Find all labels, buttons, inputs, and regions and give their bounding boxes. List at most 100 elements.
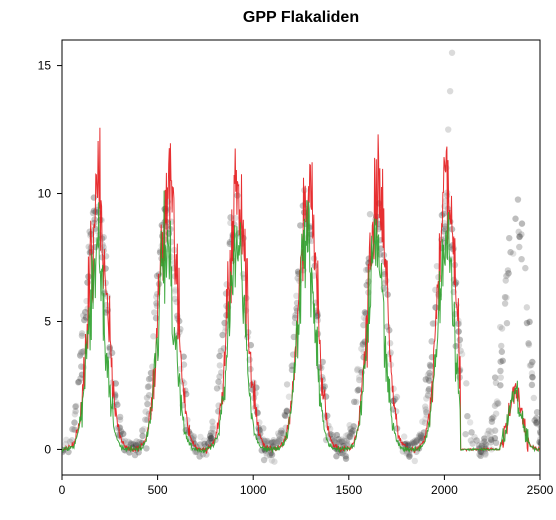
scatter-point bbox=[269, 457, 275, 463]
scatter-point bbox=[339, 436, 345, 442]
scatter-point bbox=[79, 330, 85, 336]
scatter-outlier bbox=[447, 88, 453, 94]
scatter-point bbox=[497, 368, 503, 374]
scatter-outlier bbox=[449, 50, 455, 56]
scatter-point bbox=[139, 433, 145, 439]
x-tick-label: 2000 bbox=[431, 483, 458, 497]
scatter-point bbox=[387, 340, 393, 346]
scatter-point bbox=[284, 408, 290, 414]
scatter-point bbox=[117, 414, 123, 420]
scatter-point bbox=[463, 380, 469, 386]
scatter-point bbox=[217, 362, 223, 368]
scatter-point bbox=[498, 343, 504, 349]
scatter-point bbox=[512, 216, 518, 222]
scatter-point bbox=[427, 362, 433, 368]
scatter-point bbox=[334, 432, 340, 438]
scatter-point bbox=[489, 415, 495, 421]
y-tick-label: 0 bbox=[44, 442, 51, 456]
scatter-point bbox=[500, 358, 506, 364]
scatter-point bbox=[499, 349, 505, 355]
scatter-point bbox=[144, 401, 150, 407]
scatter-point bbox=[232, 215, 238, 221]
scatter-point bbox=[286, 394, 292, 400]
scatter-point bbox=[72, 403, 78, 409]
scatter-point bbox=[515, 196, 521, 202]
scatter-point bbox=[356, 374, 362, 380]
scatter-point bbox=[468, 429, 474, 435]
scatter-point bbox=[516, 233, 522, 239]
x-tick-label: 1000 bbox=[240, 483, 267, 497]
scatter-outlier bbox=[445, 126, 451, 132]
scatter-point bbox=[284, 381, 290, 387]
scatter-point bbox=[355, 387, 361, 393]
scatter-point bbox=[504, 320, 510, 326]
scatter-point bbox=[464, 413, 470, 419]
scatter-point bbox=[208, 435, 214, 441]
scatter-point bbox=[457, 337, 463, 343]
scatter-point bbox=[150, 333, 156, 339]
scatter-point bbox=[257, 427, 263, 433]
x-tick-label: 2500 bbox=[527, 483, 554, 497]
y-tick-label: 5 bbox=[44, 314, 51, 328]
scatter-point bbox=[498, 374, 504, 380]
scatter-point bbox=[499, 325, 505, 331]
scatter-point bbox=[274, 440, 280, 446]
scatter-point bbox=[106, 344, 112, 350]
scatter-point bbox=[439, 212, 445, 218]
scatter-point bbox=[63, 437, 69, 443]
scatter-point bbox=[524, 304, 530, 310]
scatter-point bbox=[518, 256, 524, 262]
scatter-point bbox=[100, 244, 106, 250]
scatter-point bbox=[503, 277, 509, 283]
scatter-point bbox=[479, 440, 485, 446]
scatter-point bbox=[214, 385, 220, 391]
scatter-point bbox=[143, 445, 149, 451]
scatter-point bbox=[531, 395, 537, 401]
scatter-point bbox=[467, 419, 473, 425]
scatter-point bbox=[418, 432, 424, 438]
scatter-point bbox=[493, 410, 499, 416]
scatter-point bbox=[367, 211, 373, 217]
scatter-point bbox=[172, 296, 178, 302]
scatter-point bbox=[534, 409, 540, 415]
scatter-point bbox=[502, 300, 508, 306]
scatter-point bbox=[358, 345, 364, 351]
scatter-point bbox=[146, 376, 152, 382]
chart-container: GPP Flakaliden 0 500 1000 1500 2000 2500 0 5 10 15 bbox=[0, 0, 556, 520]
y-tick-label: 15 bbox=[38, 59, 52, 73]
scatter-point bbox=[297, 222, 303, 228]
scatter-point bbox=[522, 265, 528, 271]
scatter-point bbox=[527, 362, 533, 368]
x-tick-label: 500 bbox=[148, 483, 168, 497]
scatter-point bbox=[423, 376, 429, 382]
scatter-point bbox=[488, 439, 494, 445]
scatter-point bbox=[507, 249, 513, 255]
scatter-point bbox=[435, 274, 441, 280]
scatter-point bbox=[146, 383, 152, 389]
scatter-point bbox=[503, 294, 509, 300]
y-tick-label: 10 bbox=[38, 187, 52, 201]
scatter-point bbox=[504, 272, 510, 278]
x-tick-label: 0 bbox=[59, 483, 66, 497]
scatter-point bbox=[412, 458, 418, 464]
scatter-point bbox=[529, 374, 535, 380]
scatter-point bbox=[78, 349, 84, 355]
scatter-point bbox=[519, 220, 525, 226]
scatter-point bbox=[423, 406, 429, 412]
scatter-point bbox=[488, 428, 494, 434]
x-tick-label: 1500 bbox=[335, 483, 362, 497]
scatter-point bbox=[351, 399, 357, 405]
scatter-point bbox=[494, 398, 500, 404]
scatter-point bbox=[406, 453, 412, 459]
scatter-point bbox=[153, 315, 159, 321]
chart-svg: GPP Flakaliden 0 500 1000 1500 2000 2500 0 5 10 15 bbox=[0, 0, 556, 520]
scatter-point bbox=[151, 309, 157, 315]
chart-title: GPP Flakaliden bbox=[243, 9, 359, 26]
scatter-point bbox=[412, 439, 418, 445]
scatter-point bbox=[346, 422, 352, 428]
scatter-point bbox=[473, 437, 479, 443]
scatter-point bbox=[276, 432, 282, 438]
scatter-point bbox=[347, 434, 353, 440]
scatter-point bbox=[210, 423, 216, 429]
scatter-point bbox=[462, 431, 468, 437]
